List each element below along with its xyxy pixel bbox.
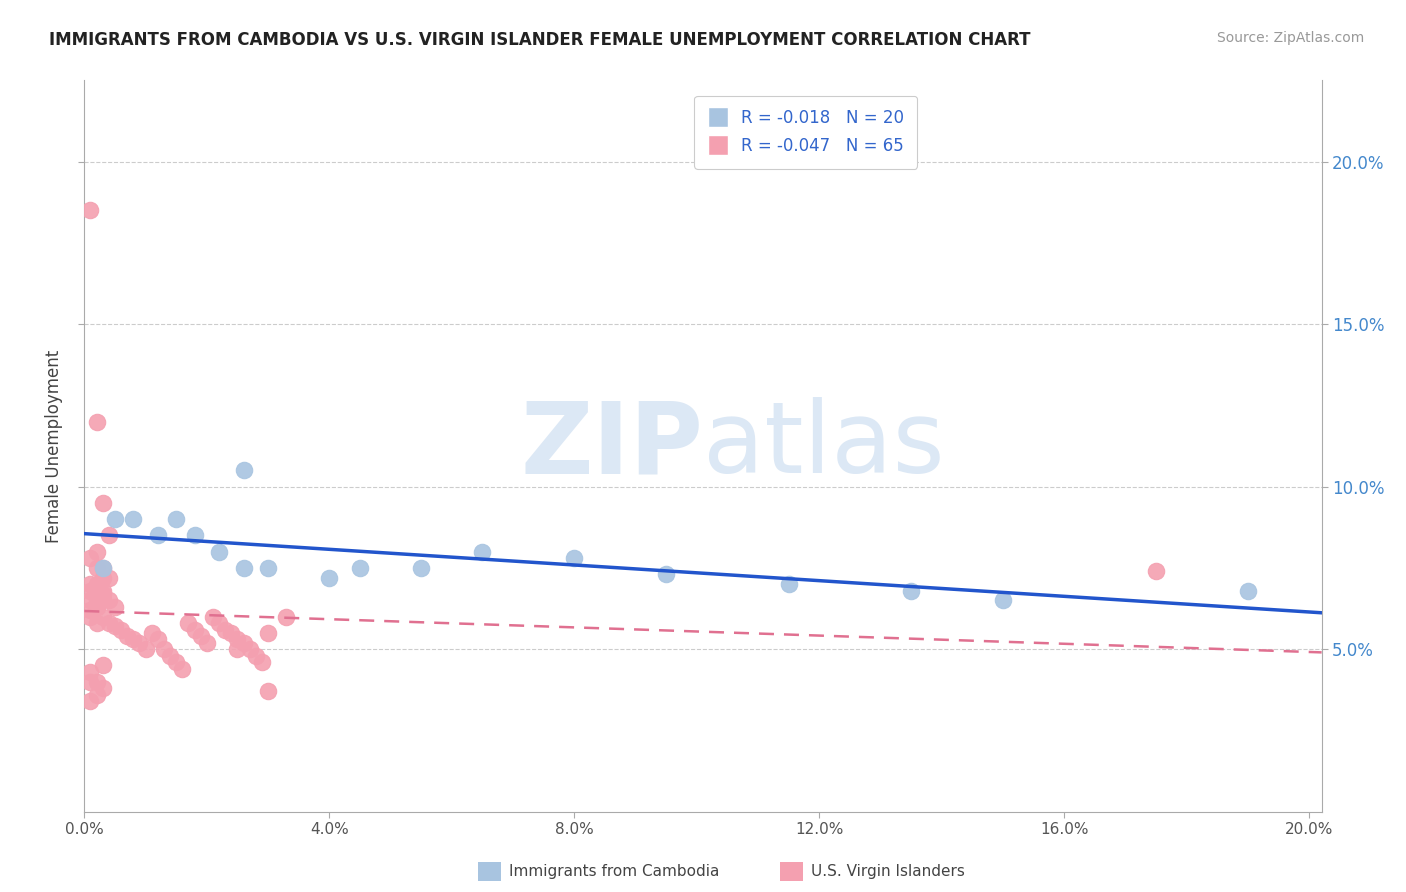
Point	[1237, 583, 1260, 598]
Text: U.S. Virgin Islanders: U.S. Virgin Islanders	[811, 864, 965, 879]
Point	[79, 609, 101, 624]
Point	[232, 635, 254, 649]
Point	[86, 593, 108, 607]
Point	[257, 626, 280, 640]
Point	[190, 629, 212, 643]
Point	[471, 544, 494, 558]
Point	[232, 463, 254, 477]
Point	[172, 662, 194, 676]
Point	[86, 616, 108, 631]
Point	[208, 544, 231, 558]
Point	[104, 619, 127, 633]
Point	[183, 623, 205, 637]
Text: IMMIGRANTS FROM CAMBODIA VS U.S. VIRGIN ISLANDER FEMALE UNEMPLOYMENT CORRELATION: IMMIGRANTS FROM CAMBODIA VS U.S. VIRGIN …	[49, 31, 1031, 49]
Point	[97, 571, 120, 585]
Point	[97, 593, 120, 607]
Point	[86, 544, 108, 558]
Point	[250, 655, 273, 669]
Point	[91, 609, 114, 624]
Point	[165, 512, 187, 526]
Text: ZIP: ZIP	[520, 398, 703, 494]
Point	[79, 583, 101, 598]
Point	[165, 655, 187, 669]
Point	[245, 648, 267, 663]
Point	[91, 583, 114, 598]
Point	[91, 561, 114, 575]
Y-axis label: Female Unemployment: Female Unemployment	[45, 350, 63, 542]
Point	[214, 623, 236, 637]
Point	[79, 593, 101, 607]
Point	[411, 561, 433, 575]
Point	[79, 203, 101, 218]
Point	[135, 642, 157, 657]
Point	[195, 635, 218, 649]
Point	[257, 561, 280, 575]
Point	[97, 616, 120, 631]
Point	[991, 593, 1014, 607]
Point	[79, 694, 101, 708]
Point	[221, 626, 243, 640]
Point	[86, 583, 108, 598]
Point	[91, 561, 114, 575]
Point	[104, 512, 127, 526]
Point	[257, 684, 280, 698]
Point	[226, 642, 249, 657]
Point	[232, 561, 254, 575]
Point	[86, 561, 108, 575]
Point	[91, 571, 114, 585]
Point	[239, 642, 262, 657]
Point	[79, 577, 101, 591]
Point	[86, 415, 108, 429]
Point	[122, 632, 145, 647]
Point	[208, 616, 231, 631]
Point	[655, 567, 678, 582]
Point	[86, 599, 108, 614]
Point	[104, 599, 127, 614]
Point	[183, 528, 205, 542]
Point	[86, 599, 108, 614]
Point	[115, 629, 138, 643]
Point	[79, 674, 101, 689]
Point	[153, 642, 176, 657]
Point	[79, 665, 101, 679]
Point	[91, 587, 114, 601]
Point	[97, 528, 120, 542]
Point	[91, 681, 114, 696]
Point	[128, 635, 150, 649]
Point	[91, 496, 114, 510]
Point	[349, 561, 371, 575]
Point	[79, 603, 101, 617]
Point	[226, 632, 249, 647]
Point	[91, 658, 114, 673]
Point	[276, 609, 298, 624]
Text: atlas: atlas	[703, 398, 945, 494]
Point	[318, 571, 340, 585]
Point	[146, 528, 169, 542]
Legend: R = -0.018   N = 20, R = -0.047   N = 65: R = -0.018 N = 20, R = -0.047 N = 65	[695, 96, 917, 169]
Text: Immigrants from Cambodia: Immigrants from Cambodia	[509, 864, 720, 879]
Point	[159, 648, 181, 663]
Point	[122, 512, 145, 526]
Point	[91, 593, 114, 607]
Point	[86, 674, 108, 689]
Point	[177, 616, 200, 631]
Point	[79, 551, 101, 566]
Point	[900, 583, 922, 598]
Point	[141, 626, 163, 640]
Point	[146, 632, 169, 647]
Point	[778, 577, 800, 591]
Point	[110, 623, 132, 637]
Point	[1144, 564, 1167, 578]
Point	[564, 551, 586, 566]
Point	[86, 577, 108, 591]
Point	[86, 688, 108, 702]
Point	[201, 609, 224, 624]
Text: Source: ZipAtlas.com: Source: ZipAtlas.com	[1216, 31, 1364, 45]
